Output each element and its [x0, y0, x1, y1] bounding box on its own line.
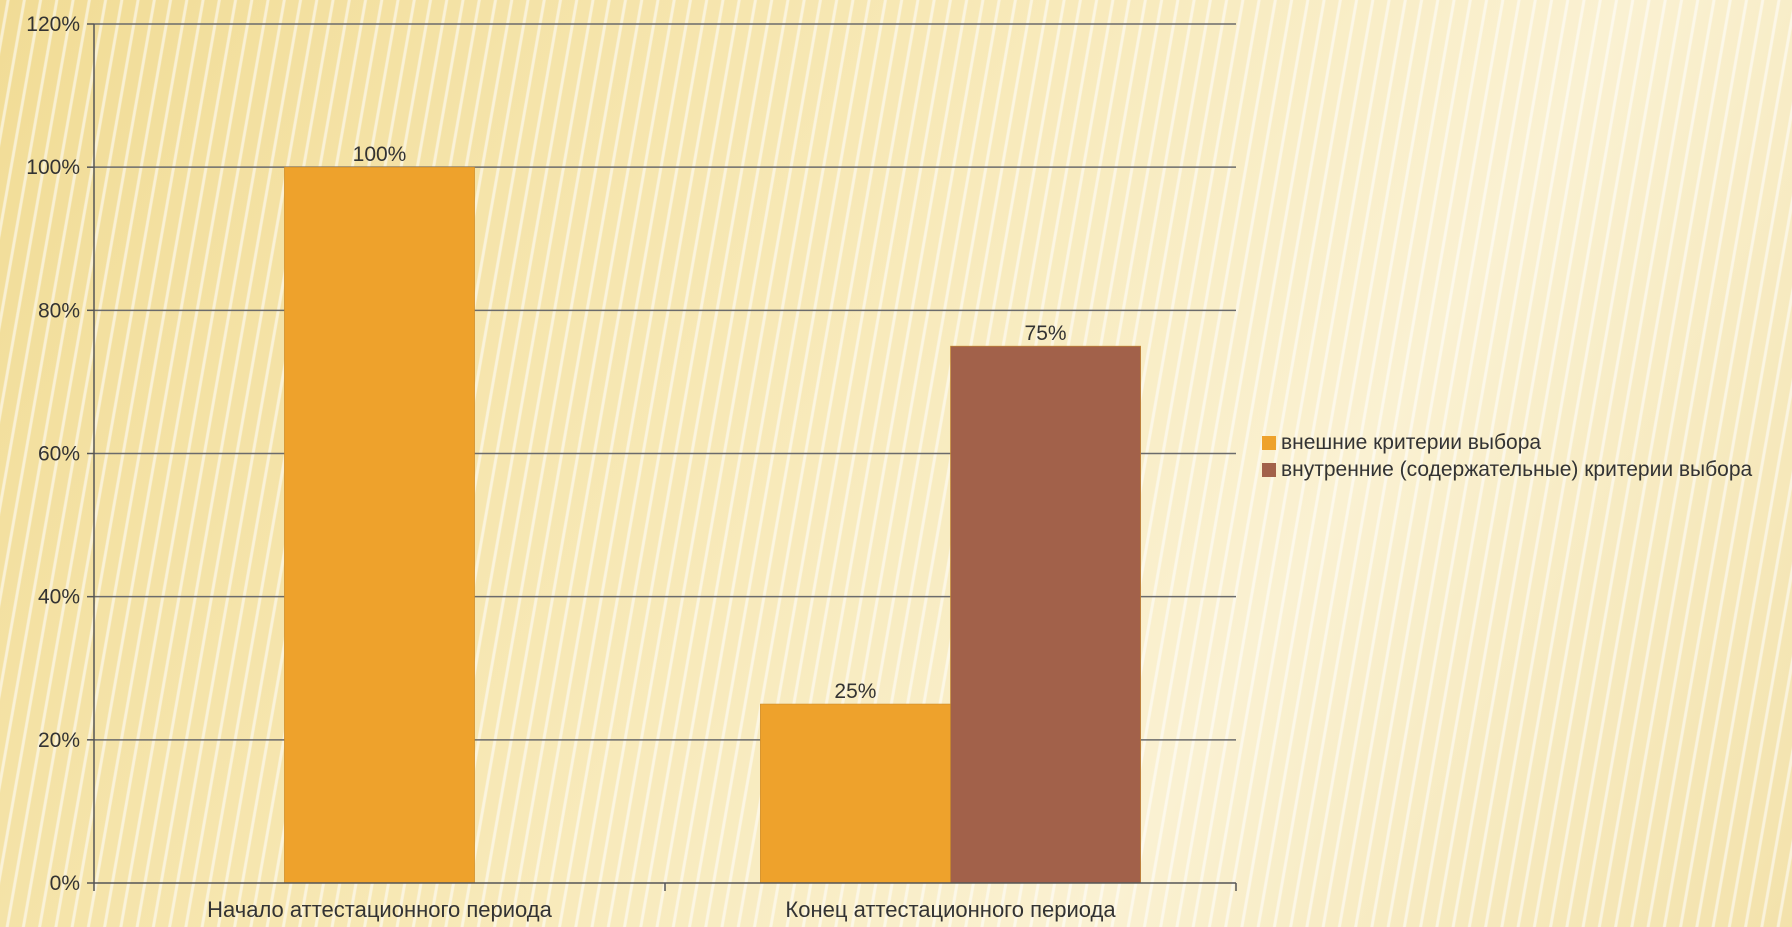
legend-label-external: внешние критерии выбора: [1281, 431, 1542, 454]
bar: [950, 345, 1141, 884]
y-tick-label: 20%: [38, 729, 80, 752]
legend-item-external: внешние критерии выбора: [1262, 430, 1782, 455]
data-label: 100%: [353, 143, 407, 166]
bars: [284, 166, 1141, 884]
y-tick-label: 120%: [26, 13, 80, 36]
y-tick-label: 80%: [38, 299, 80, 322]
chart-legend: внешние критерии выбора внутренние (соде…: [1262, 430, 1782, 484]
y-axis-tick-labels: 0% 20% 40% 60% 80% 100% 120%: [26, 13, 80, 895]
data-labels: 100% 25% 75%: [353, 143, 1067, 703]
y-tick-label: 40%: [38, 586, 80, 609]
axes: [87, 23, 1237, 891]
data-label: 25%: [834, 680, 876, 703]
x-category-label: Начало аттестационного периода: [207, 897, 553, 922]
x-category-label: Конец аттестационного периода: [785, 897, 1116, 922]
legend-item-internal: внутренние (содержательные) критерии выб…: [1262, 457, 1782, 482]
legend-label-internal: внутренние (содержательные) критерии выб…: [1281, 458, 1753, 481]
bar: [760, 703, 951, 884]
y-tick-label: 0%: [50, 872, 80, 895]
legend-swatch-internal: [1262, 463, 1276, 477]
y-tick-label: 100%: [26, 156, 80, 179]
y-tick-label: 60%: [38, 443, 80, 466]
legend-swatch-external: [1262, 436, 1276, 450]
data-label: 75%: [1025, 322, 1067, 345]
x-axis-category-labels: Начало аттестационного периода Конец атте…: [207, 897, 1116, 922]
bar: [284, 166, 475, 884]
